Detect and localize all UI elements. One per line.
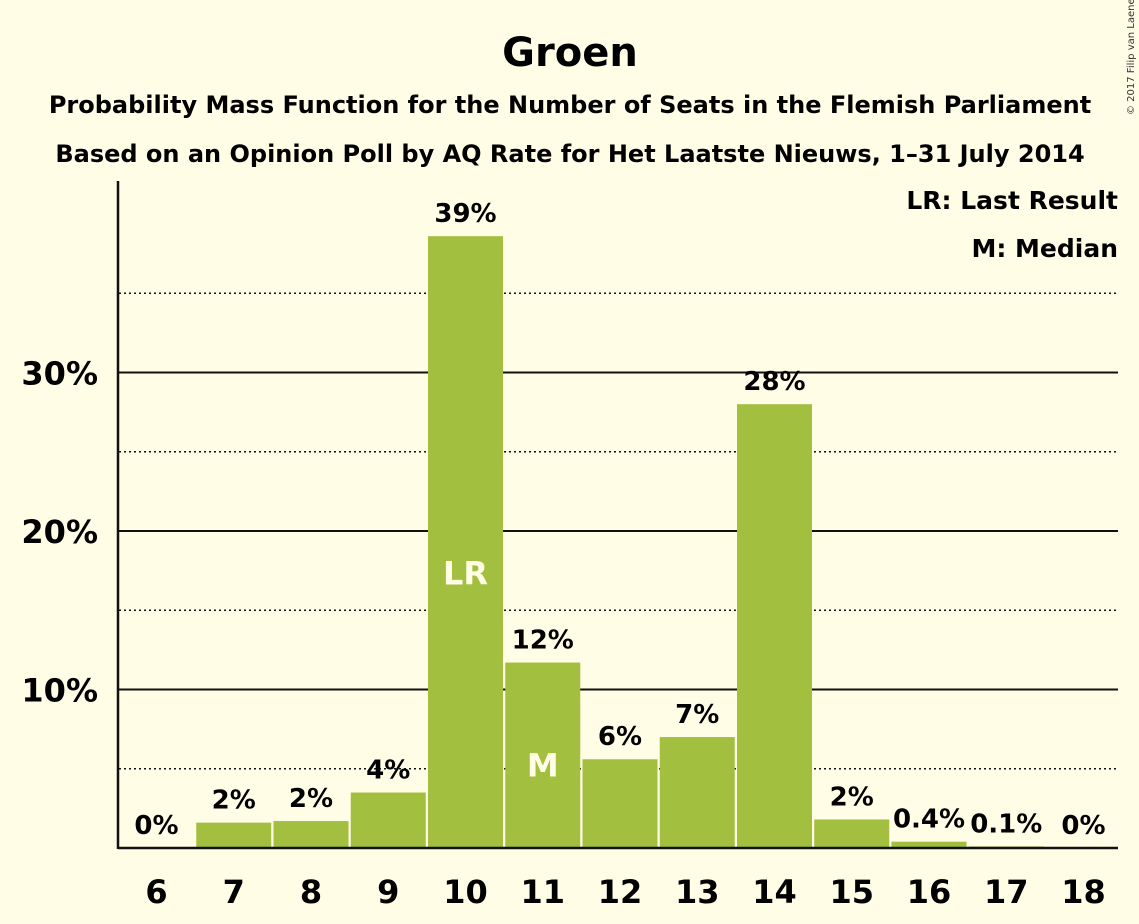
bar — [814, 819, 890, 848]
bar — [196, 822, 272, 848]
bar — [350, 792, 426, 848]
data-label: 0.4% — [893, 805, 965, 835]
data-label: 0.1% — [970, 809, 1042, 839]
legend-last-result: LR: Last Result — [906, 186, 1118, 215]
data-label: 2% — [212, 786, 256, 816]
data-label: 28% — [743, 367, 805, 397]
data-label: 39% — [434, 199, 496, 229]
y-tick-label: 20% — [21, 513, 98, 551]
grid-lines — [119, 292, 1118, 770]
x-tick-label: 6 — [145, 873, 167, 911]
y-tick-label: 30% — [21, 355, 98, 393]
x-tick-label: 14 — [752, 873, 797, 911]
x-tick-label: 18 — [1061, 873, 1106, 911]
axes: 10% 20% 30% 6 7 8 9 10 11 12 13 14 15 16 17 18 — [21, 181, 1118, 911]
data-label: 0% — [1061, 811, 1105, 841]
data-label: 0% — [134, 811, 178, 841]
chart-title: Groen — [502, 30, 638, 76]
x-tick-label: 9 — [377, 873, 399, 911]
x-tick-label: 17 — [984, 873, 1029, 911]
bar-marker-label: M — [527, 747, 559, 785]
data-label: 12% — [512, 626, 574, 656]
bar-marker-label: LR — [443, 555, 488, 593]
x-tick-label: 15 — [829, 873, 874, 911]
chart-subtitle-line-1: Probability Mass Function for the Number… — [49, 91, 1091, 119]
data-label: 2% — [289, 784, 333, 814]
bars: 0% 2% 2% 4% 39% LR 12% M 6% 7% 28% 2% 0.4% 0.1% 0% — [134, 199, 1106, 848]
data-label: 2% — [830, 782, 874, 812]
bar — [891, 841, 967, 848]
bar — [582, 759, 658, 848]
x-tick-label: 13 — [675, 873, 720, 911]
y-tick-label: 10% — [21, 672, 98, 710]
bar — [428, 236, 503, 848]
x-tick-label: 11 — [520, 873, 565, 911]
data-label: 6% — [598, 722, 642, 752]
bar — [273, 821, 349, 848]
data-label: 7% — [675, 700, 719, 730]
chart-subtitle-line-2: Based on an Opinion Poll by AQ Rate for … — [55, 140, 1084, 168]
bar — [659, 737, 735, 848]
copyright-note: © 2017 Filip van Laenen — [1126, 0, 1137, 115]
x-tick-label: 7 — [223, 873, 245, 911]
x-tick-label: 8 — [300, 873, 322, 911]
legend-median: M: Median — [971, 234, 1118, 263]
bar — [737, 404, 812, 848]
data-label: 4% — [366, 756, 410, 786]
x-tick-label: 12 — [598, 873, 643, 911]
x-tick-label: 16 — [907, 873, 952, 911]
x-tick-label: 10 — [443, 873, 488, 911]
bar — [505, 662, 581, 848]
